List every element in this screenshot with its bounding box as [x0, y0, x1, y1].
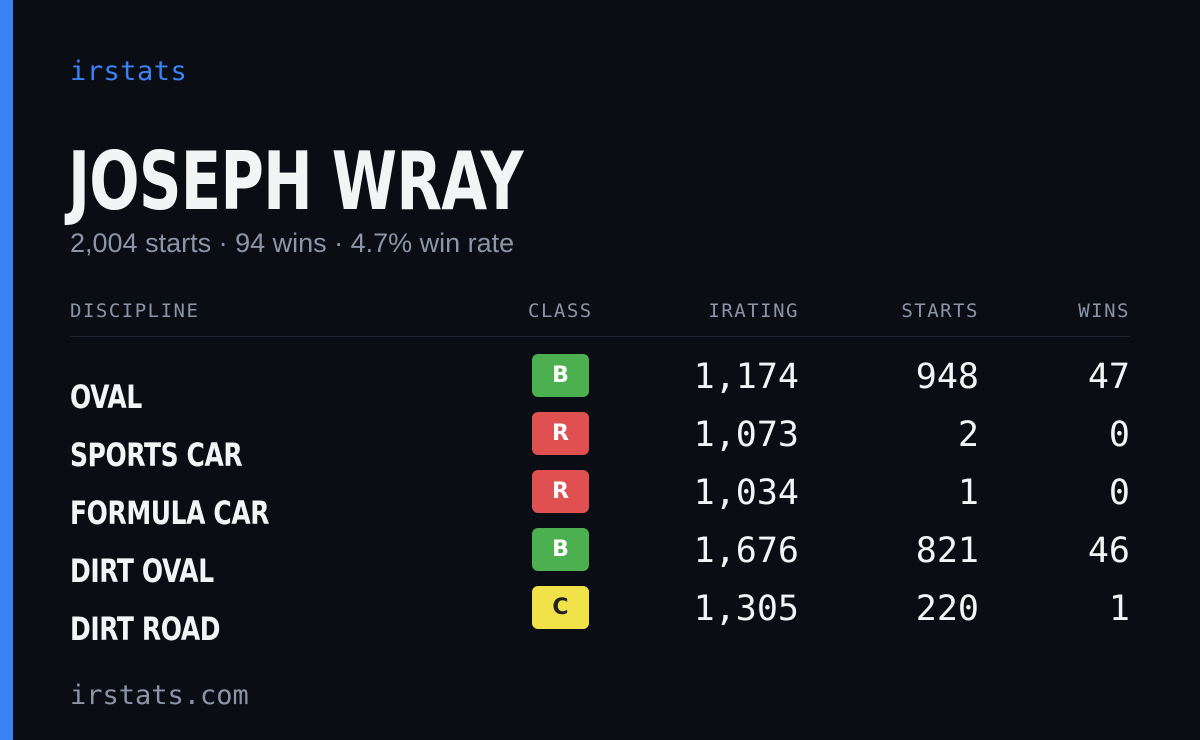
discipline-name: OVAL [70, 378, 142, 416]
irating-value: 1,676 [693, 531, 799, 571]
table-row: FORMULA CAR R 1,034 1 0 [70, 469, 1130, 531]
wins-value: 46 [1087, 531, 1130, 571]
header-discipline: DISCIPLINE [70, 300, 200, 322]
starts-value: 2 [957, 415, 979, 455]
class-badge: B [532, 528, 589, 571]
player-summary: 2,004 starts · 94 wins · 4.7% win rate [70, 228, 515, 258]
discipline-stats-table: DISCIPLINE CLASS IRATING STARTS WINS OVA… [70, 296, 1130, 647]
irating-value: 1,073 [693, 415, 799, 455]
discipline-name: DIRT OVAL [70, 552, 214, 590]
irating-value: 1,174 [693, 357, 799, 397]
header-class: CLASS [528, 300, 593, 322]
accent-bar [0, 0, 13, 740]
wins-value: 0 [1108, 473, 1130, 513]
discipline-name: DIRT ROAD [70, 610, 221, 648]
class-badge: R [532, 412, 589, 455]
table-body: OVAL B 1,174 948 47 SPORTS CAR R 1,073 2… [70, 353, 1130, 647]
table-row: OVAL B 1,174 948 47 [70, 353, 1130, 415]
table-row: DIRT OVAL B 1,676 821 46 [70, 527, 1130, 589]
discipline-name: FORMULA CAR [70, 494, 270, 532]
table-header-row: DISCIPLINE CLASS IRATING STARTS WINS [70, 296, 1130, 337]
irating-value: 1,305 [693, 589, 799, 629]
discipline-name: SPORTS CAR [70, 436, 243, 474]
starts-value: 220 [915, 589, 979, 629]
starts-value: 1 [957, 473, 979, 513]
brand-logo-text[interactable]: irstats [70, 56, 188, 87]
class-badge: C [532, 586, 589, 629]
header-irating: IRATING [708, 300, 799, 322]
class-badge: R [532, 470, 589, 513]
table-row: SPORTS CAR R 1,073 2 0 [70, 411, 1130, 473]
header-starts: STARTS [901, 300, 979, 322]
wins-value: 0 [1108, 415, 1130, 455]
wins-value: 1 [1108, 589, 1130, 629]
table-row: DIRT ROAD C 1,305 220 1 [70, 585, 1130, 647]
header-wins: WINS [1078, 300, 1130, 322]
class-badge: B [532, 354, 589, 397]
starts-value: 948 [915, 357, 979, 397]
player-name: JOSEPH WRAY [68, 135, 523, 228]
irating-value: 1,034 [693, 473, 799, 513]
footer-site-url[interactable]: irstats.com [70, 680, 249, 711]
wins-value: 47 [1087, 357, 1130, 397]
starts-value: 821 [915, 531, 979, 571]
